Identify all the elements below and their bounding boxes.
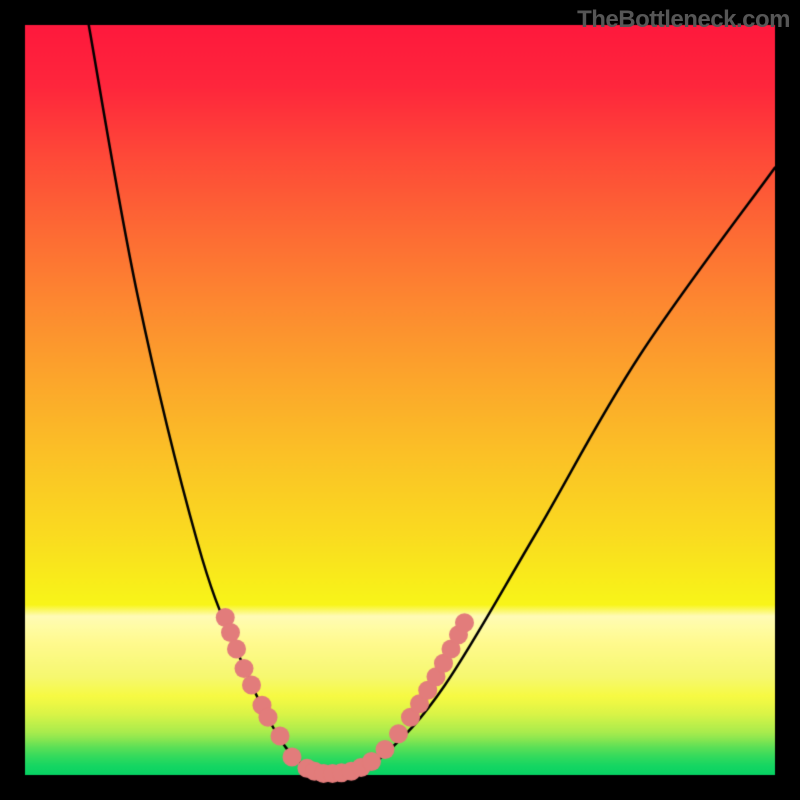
chart-canvas [0, 0, 800, 800]
chart-stage: TheBottleneck.com [0, 0, 800, 800]
watermark-text: TheBottleneck.com [577, 6, 790, 34]
